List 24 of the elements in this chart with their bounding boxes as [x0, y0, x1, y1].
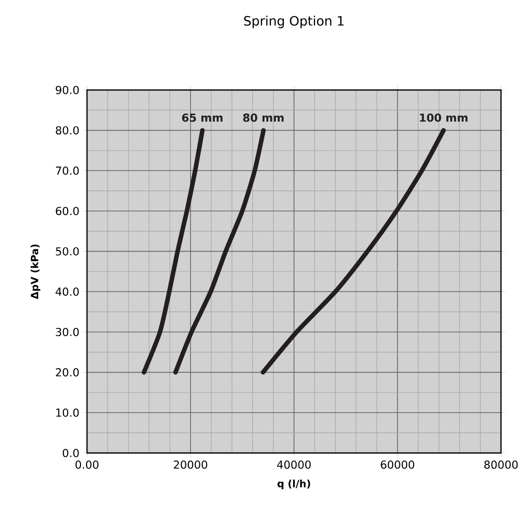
y-tick-label: 40.0	[56, 288, 79, 296]
x-axis-title: q (l/h)	[278, 480, 310, 490]
series-label: 65 mm	[182, 114, 222, 122]
y-tick-label: 10.0	[56, 408, 79, 417]
chart-title: Spring Option 1	[244, 16, 344, 28]
y-tick-label: 90.0	[56, 86, 79, 94]
y-axis-title: ΔpV (kPa)	[30, 244, 40, 300]
y-tick-label: 30.0	[56, 328, 79, 336]
y-tick-label: 20.0	[56, 368, 79, 376]
x-tick-label: 0.00	[76, 460, 98, 469]
line-series	[173, 128, 266, 375]
y-tick-label: 50.0	[56, 247, 79, 256]
series-label: 100 mm	[420, 114, 468, 122]
line-series	[142, 128, 205, 375]
x-tick-label: 40000	[277, 460, 311, 469]
series-label: 80 mm	[243, 114, 284, 122]
y-tick-label: 0.0	[62, 448, 79, 458]
y-tick-label: 70.0	[56, 166, 79, 175]
x-tick-label: 20000	[174, 460, 208, 469]
y-tick-label: 80.0	[56, 126, 79, 134]
line-series	[260, 128, 446, 375]
y-tick-label: 60.0	[56, 206, 79, 216]
x-tick-label: 60000	[380, 460, 414, 469]
x-tick-label: 80000	[484, 460, 518, 469]
